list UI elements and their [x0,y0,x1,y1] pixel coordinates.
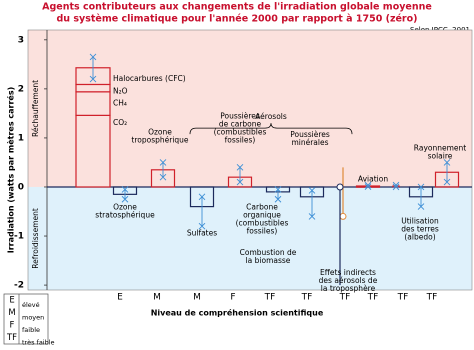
agent-label: Rayonnement [414,144,466,153]
agent-label: de carbone [219,119,262,128]
error-cap [236,178,244,186]
cooling-label: Refroidissement [31,208,40,269]
agent-label: Ozone [113,203,137,212]
level-label: E [117,293,123,303]
agent-label: Utilisation [401,216,439,225]
legend-text: moyen [22,314,44,322]
agent-label: la biomasse [246,256,291,265]
agent-label: fossiles) [247,227,278,236]
error-cap [417,183,425,191]
group-label: Aérosols [255,112,287,121]
agent-label: stratosphérique [95,211,155,220]
legend-code: M [8,308,15,318]
error-cap [392,181,400,189]
agent-label: (combustibles [214,127,267,136]
legend-text: très faible [22,339,55,347]
error-cap [159,159,167,166]
bar-segment [75,114,111,188]
agent-label: des aérosols de [319,276,378,285]
agent-label: Aviation [358,175,388,184]
error-cap [198,193,206,201]
agent-label: Ozone [148,127,172,136]
error-cap [392,183,400,191]
agent-label: Sulfates [187,229,217,238]
legend-code: E [9,296,14,306]
level-label: M [193,293,201,303]
agent-label: la troposphère [321,284,376,293]
legend-code: TF [6,333,17,343]
agent-label: (albedo) [404,232,435,241]
error-cap [198,222,206,230]
level-label: TF [367,293,379,303]
error-cap [89,53,97,61]
level-label: TF [339,293,351,303]
error-cap [443,178,451,186]
level-label: TF [397,293,409,303]
legend-text: faible [22,326,40,334]
error-cap [274,186,282,193]
x-axis-label: Niveau de compréhension scientifique [151,308,324,318]
segment-label: N₂O [113,86,128,95]
error-cap [364,183,372,191]
agent-label: fossiles) [225,135,256,144]
error-cap [443,159,451,166]
warming-label: Réchauffement [31,80,40,137]
bar-segment [75,91,111,116]
agent-label: Poussières [290,130,330,139]
error-cap [308,213,316,220]
agent-label: (combustibles [236,219,289,228]
y-tick-label: 1 [18,133,24,143]
error-cap [236,164,244,171]
error-cap [364,181,372,189]
error-cap [89,75,97,83]
y-tick-label: 3 [18,35,24,45]
level-label: TF [264,293,276,303]
level-label: F [230,293,235,303]
bar-segment [75,83,111,93]
chart-title: Agents contributeurs aux changements de … [42,2,432,13]
error-cap [159,173,167,181]
legend-code: F [10,321,15,331]
error-cap [274,195,282,203]
level-label: TF [426,293,438,303]
legend-box [3,293,49,345]
error-cap [121,195,129,203]
agent-label: organique [243,211,281,220]
segment-label: Halocarbures (CFC) [113,74,186,83]
plot-frame [27,29,473,291]
legend-text: élevé [22,301,40,309]
y-tick-label: 0 [18,182,24,192]
error-cap [308,187,316,194]
y-tick-label: -1 [14,232,24,242]
agent-label: Poussières [220,111,260,120]
error-cap [417,203,425,210]
range-end [339,212,347,220]
level-label: M [153,293,161,303]
agent-label: troposphérique [131,135,189,144]
agent-label: solaire [428,152,453,161]
y-axis-label: Irradiation (watts par mètres carrés) [6,87,16,254]
error-cap [121,186,129,193]
range-end [336,183,344,191]
y-tick-label: -2 [14,281,24,291]
y-tick-label: 2 [18,84,24,94]
agent-label: Effets indirects [320,268,376,277]
level-label: TF [301,293,313,303]
agent-label: des terres [401,224,439,233]
cooling-zone [28,186,472,290]
agent-label: minérales [291,138,328,147]
chart-title: du système climatique pour l'année 2000 … [57,14,418,25]
segment-label: CO₂ [113,118,127,127]
segment-label: CH₄ [113,99,127,108]
agent-label: Combustion de [240,248,297,257]
agent-label: Carbone [246,203,278,212]
